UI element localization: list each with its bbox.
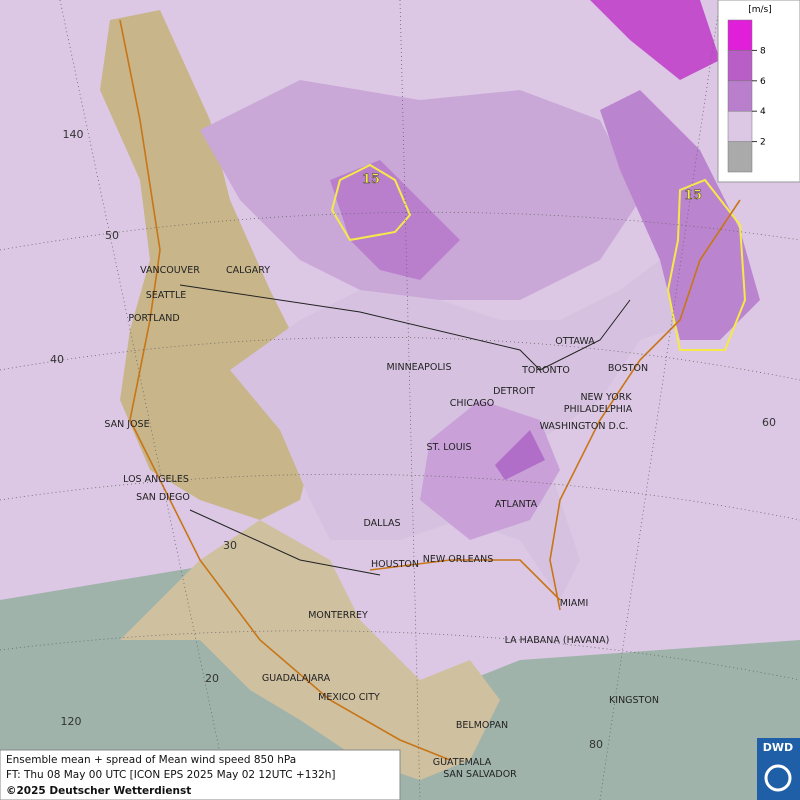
- city-label: HOUSTON: [371, 559, 419, 570]
- grid-label: 50: [105, 229, 119, 242]
- legend-unit: [m/s]: [748, 5, 772, 15]
- city-label: LA HABANA (HAVANA): [505, 635, 610, 646]
- grid-label: 120: [61, 715, 82, 728]
- legend-tick-label: 2: [760, 138, 766, 148]
- city-label: ST. LOUIS: [427, 442, 472, 453]
- city-label: PORTLAND: [128, 313, 179, 324]
- wind-zone-north: [200, 80, 640, 300]
- legend-swatch: [727, 141, 753, 173]
- legend-tick-label: 4: [760, 107, 766, 117]
- grid-label: 80: [589, 738, 603, 751]
- legend-tick-label: 6: [760, 77, 766, 87]
- city-label: GUADALAJARA: [262, 673, 331, 684]
- city-label: MINNEAPOLIS: [386, 362, 451, 373]
- city-label: OTTAWA: [555, 336, 595, 347]
- coastlines: [119, 19, 741, 761]
- city-label: DALLAS: [364, 518, 401, 529]
- grid-label: 140: [63, 128, 84, 141]
- grid-label: 20: [205, 672, 219, 685]
- grid-label: 30: [223, 539, 237, 552]
- legend-swatch: [727, 80, 753, 112]
- wind-zone-strong: [330, 160, 460, 280]
- city-label: ATLANTA: [495, 499, 538, 510]
- city-label: SAN JOSE: [104, 419, 149, 430]
- city-label: MEXICO CITY: [318, 692, 380, 703]
- border-lines: [179, 284, 631, 576]
- contour-label: 15: [362, 172, 380, 187]
- city-label: SAN DIEGO: [136, 492, 190, 503]
- contour-15: [666, 178, 747, 351]
- logo-swirl: [764, 764, 792, 792]
- city-label: GUATEMALA: [433, 757, 492, 768]
- city-label: VANCOUVER: [140, 265, 200, 276]
- grid-label: 60: [762, 416, 776, 429]
- grid-label: 40: [50, 353, 64, 366]
- contour-15: [330, 163, 412, 242]
- city-label: SEATTLE: [146, 290, 187, 301]
- legend-swatch: [727, 110, 753, 142]
- city-label: MIAMI: [560, 598, 589, 609]
- city-label: KINGSTON: [609, 695, 659, 706]
- city-label: MONTERREY: [308, 610, 368, 621]
- city-label: DETROIT: [493, 386, 535, 397]
- city-label: SAN SALVADOR: [443, 769, 517, 780]
- city-label: NEW YORK: [580, 392, 632, 403]
- city-label: BELMOPAN: [456, 720, 508, 731]
- city-label: BOSTON: [608, 363, 648, 374]
- city-label: TORONTO: [521, 365, 570, 376]
- city-label: NEW ORLEANS: [423, 554, 494, 565]
- caption-line: Ensemble mean + spread of Mean wind spee…: [6, 754, 296, 766]
- legend-tick-label: 8: [760, 46, 766, 56]
- legend-swatch: [727, 19, 753, 51]
- legend-swatch: [727, 50, 753, 82]
- city-label: PHILADELPHIA: [564, 404, 633, 415]
- logo-text: DWD: [763, 741, 793, 754]
- land-mexico: [120, 520, 500, 780]
- contour-label: 15: [684, 188, 702, 203]
- city-label: CALGARY: [226, 265, 270, 276]
- city-label: CHICAGO: [450, 398, 494, 409]
- wind-zone-arctic: [590, 0, 720, 80]
- caption-line: FT: Thu 08 May 00 UTC [ICON EPS 2025 May…: [6, 769, 336, 781]
- caption-line: ©2025 Deutscher Wetterdienst: [6, 785, 191, 797]
- wind-zone-core: [495, 430, 545, 480]
- caption-box: [0, 749, 401, 800]
- city-label: LOS ANGELES: [123, 474, 189, 485]
- city-label: WASHINGTON D.C.: [540, 421, 629, 432]
